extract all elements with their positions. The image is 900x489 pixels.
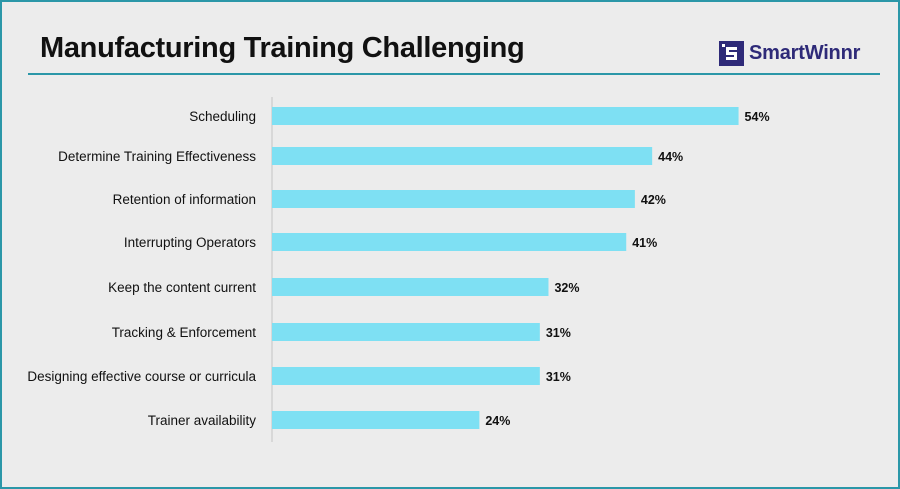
- bar: [272, 147, 653, 165]
- title-underline: [28, 73, 880, 75]
- bar: [272, 411, 480, 429]
- value-label: 31%: [546, 326, 571, 340]
- smartwinnr-logo-icon: [719, 40, 744, 66]
- value-label: 41%: [632, 236, 657, 250]
- value-label: 42%: [641, 193, 666, 207]
- category-label: Designing effective course or curricula: [27, 369, 256, 384]
- bar: [272, 190, 635, 208]
- value-label: 44%: [658, 150, 683, 164]
- value-label: 24%: [485, 414, 510, 428]
- bar: [272, 107, 739, 125]
- bars-group: Scheduling 54% Determine Training Effectiv…: [27, 107, 770, 429]
- logo-text: SmartWinnr: [749, 41, 861, 64]
- page-title: Manufacturing Training Challenging: [40, 32, 525, 64]
- category-label: Trainer availability: [148, 413, 257, 428]
- category-label: Determine Training Effectiveness: [58, 149, 256, 164]
- category-label: Keep the content current: [108, 280, 256, 295]
- category-label: Tracking & Enforcement: [112, 325, 257, 340]
- category-label: Retention of information: [113, 192, 256, 207]
- bar: [272, 233, 627, 251]
- bar: [272, 367, 540, 385]
- bar: [272, 278, 549, 296]
- bar: [272, 323, 540, 341]
- category-label: Interrupting Operators: [124, 235, 256, 250]
- category-label: Scheduling: [189, 109, 256, 124]
- value-label: 31%: [546, 370, 571, 384]
- value-label: 32%: [554, 281, 579, 295]
- value-label: 54%: [745, 110, 770, 124]
- smartwinnr-logo: SmartWinnr: [719, 39, 860, 67]
